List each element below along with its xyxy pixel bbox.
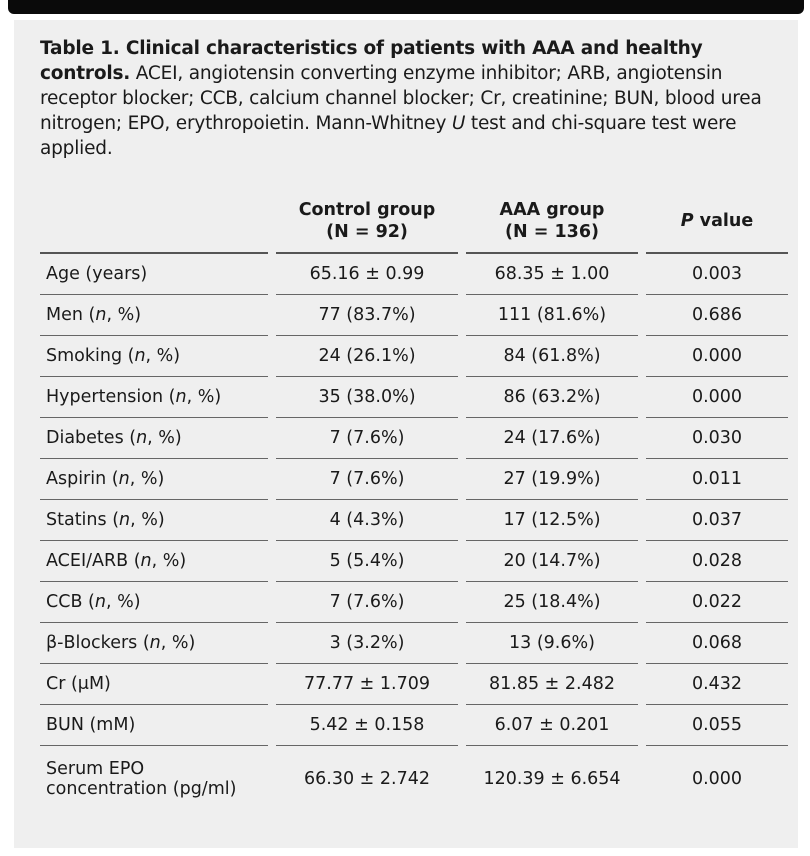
caption-text-part2: test and chi-square test were applied. <box>40 113 737 159</box>
table-row: Smoking (n, %) 24 (26.1%) 84 (61.8%) 0.000 <box>40 335 788 377</box>
p-value: 0.000 <box>638 376 788 418</box>
control-value: 4 (4.3%) <box>268 499 462 541</box>
control-value: 5.42 ± 0.158 <box>268 704 462 746</box>
header-p-value: P value <box>638 190 788 254</box>
caption-u-symbol: U <box>451 113 466 134</box>
p-value: 0.000 <box>638 335 788 377</box>
p-value: 0.003 <box>638 253 788 295</box>
control-value: 65.16 ± 0.99 <box>268 253 462 295</box>
control-value: 7 (7.6%) <box>268 458 462 500</box>
table-row: Statins (n, %) 4 (4.3%) 17 (12.5%) 0.037 <box>40 499 788 541</box>
clinical-characteristics-table: Control group (N = 92) AAA group (N = 13… <box>40 190 788 812</box>
row-label: CCB (n, %) <box>40 581 272 623</box>
row-label: Hypertension (n, %) <box>40 376 272 418</box>
control-value: 35 (38.0%) <box>268 376 462 418</box>
header-p-symbol: P <box>680 211 694 231</box>
table-title: Table 1. Clinical characteristics of pat… <box>40 38 703 84</box>
control-value: 3 (3.2%) <box>268 622 462 664</box>
control-value: 7 (7.6%) <box>268 417 462 459</box>
p-value: 0.011 <box>638 458 788 500</box>
header-control-n: (N = 92) <box>326 222 408 242</box>
table-header-row: Control group (N = 92) AAA group (N = 13… <box>40 190 788 254</box>
row-label: Serum EPO concentration (pg/ml) <box>46 759 237 799</box>
row-label: BUN (mM) <box>40 704 272 746</box>
row-label: Aspirin (n, %) <box>40 458 272 500</box>
aaa-value: 24 (17.6%) <box>458 417 642 459</box>
control-value: 5 (5.4%) <box>268 540 462 582</box>
p-value: 0.432 <box>638 663 788 705</box>
p-value: 0.055 <box>638 704 788 746</box>
table-row: Hypertension (n, %) 35 (38.0%) 86 (63.2%) 0… <box>40 376 788 418</box>
table-row: Serum EPO concentration (pg/ml) 66.30 ± 2… <box>40 745 788 812</box>
p-value: 0.030 <box>638 417 788 459</box>
header-control-label: Control group <box>298 200 436 220</box>
row-label: Age (years) <box>40 253 272 295</box>
aaa-value: 25 (18.4%) <box>458 581 642 623</box>
row-label: Cr (μM) <box>40 663 272 705</box>
aaa-value: 20 (14.7%) <box>458 540 642 582</box>
table-row: CCB (n, %) 7 (7.6%) 25 (18.4%) 0.022 <box>40 581 788 623</box>
header-blank <box>40 190 272 254</box>
header-aaa-group: AAA group (N = 136) <box>458 190 642 254</box>
table-row: Cr (μM) 77.77 ± 1.709 81.85 ± 2.482 0.432 <box>40 663 788 705</box>
aaa-value: 17 (12.5%) <box>458 499 642 541</box>
row-label: ACEI/ARB (n, %) <box>40 540 272 582</box>
control-value: 77.77 ± 1.709 <box>268 663 462 705</box>
table-row: BUN (mM) 5.42 ± 0.158 6.07 ± 0.201 0.055 <box>40 704 788 746</box>
header-aaa-n: (N = 136) <box>504 222 600 242</box>
row-label: Diabetes (n, %) <box>40 417 272 459</box>
control-value: 77 (83.7%) <box>268 294 462 336</box>
table-row: Aspirin (n, %) 7 (7.6%) 27 (19.9%) 0.011 <box>40 458 788 500</box>
aaa-value: 27 (19.9%) <box>458 458 642 500</box>
table-row: β-Blockers (n, %) 3 (3.2%) 13 (9.6%) 0.068 <box>40 622 788 664</box>
aaa-value: 6.07 ± 0.201 <box>458 704 642 746</box>
table-row: Men (n, %) 77 (83.7%) 111 (81.6%) 0.686 <box>40 294 788 336</box>
header-p-rest: value <box>693 211 754 231</box>
table-caption: Table 1. Clinical characteristics of pat… <box>40 36 780 161</box>
aaa-value: 84 (61.8%) <box>458 335 642 377</box>
control-value: 66.30 ± 2.742 <box>268 745 462 812</box>
row-label: β-Blockers (n, %) <box>40 622 272 664</box>
aaa-value: 86 (63.2%) <box>458 376 642 418</box>
p-value: 0.037 <box>638 499 788 541</box>
aaa-value: 111 (81.6%) <box>458 294 642 336</box>
header-aaa-label: AAA group <box>499 200 605 220</box>
table-row: ACEI/ARB (n, %) 5 (5.4%) 20 (14.7%) 0.028 <box>40 540 788 582</box>
p-value: 0.068 <box>638 622 788 664</box>
row-label: Smoking (n, %) <box>40 335 272 377</box>
row-label: Men (n, %) <box>40 294 272 336</box>
p-value: 0.028 <box>638 540 788 582</box>
aaa-value: 13 (9.6%) <box>458 622 642 664</box>
table-row: Age (years) 65.16 ± 0.99 68.35 ± 1.00 0.003 <box>40 253 788 295</box>
control-value: 7 (7.6%) <box>268 581 462 623</box>
row-label: Statins (n, %) <box>40 499 272 541</box>
p-value: 0.686 <box>638 294 788 336</box>
top-border-bar <box>8 0 804 14</box>
caption-text-part1: ACEI, angiotensin converting enzyme inhi… <box>40 63 762 134</box>
control-value: 24 (26.1%) <box>268 335 462 377</box>
aaa-value: 120.39 ± 6.654 <box>458 745 642 812</box>
aaa-value: 81.85 ± 2.482 <box>458 663 642 705</box>
table-row: Diabetes (n, %) 7 (7.6%) 24 (17.6%) 0.030 <box>40 417 788 459</box>
p-value: 0.000 <box>638 745 788 812</box>
header-control-group: Control group (N = 92) <box>268 190 462 254</box>
aaa-value: 68.35 ± 1.00 <box>458 253 642 295</box>
table-body: Age (years) 65.16 ± 0.99 68.35 ± 1.00 0.003… <box>40 253 788 812</box>
p-value: 0.022 <box>638 581 788 623</box>
